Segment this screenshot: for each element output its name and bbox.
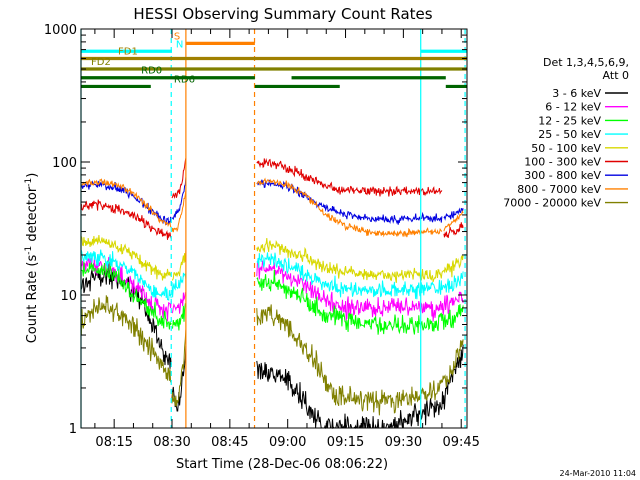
series-8-segment-3 — [256, 177, 443, 238]
y-tick-label-2: 10 — [60, 289, 77, 304]
legend-header-2: Att 0 — [603, 69, 629, 82]
flag-label-rd6: RD6 — [174, 74, 195, 85]
series-4-segment-3 — [256, 252, 464, 300]
legend-label-9: 7000 - 20000 keV — [503, 197, 601, 210]
plot-frame — [80, 28, 468, 429]
series-group — [80, 157, 464, 430]
series-5-segment-3 — [256, 238, 464, 283]
series-2-segment-3 — [256, 259, 464, 322]
series-9-segment-2 — [171, 329, 187, 407]
legend-label-6: 100 - 300 keV — [524, 156, 601, 169]
series-6-segment-3 — [256, 157, 443, 197]
y-tick-label-1: 1 — [69, 422, 77, 437]
x-tick-label-3: 08:45 — [211, 435, 248, 450]
x-tick-label-5: 09:15 — [327, 435, 364, 450]
time-markers — [80, 29, 466, 428]
series-1-segment-3 — [256, 344, 464, 430]
legend-header-1: Det 1,3,4,5,6,9, — [543, 56, 629, 69]
flag-label-s: S — [174, 31, 180, 42]
series-4-segment-1 — [80, 249, 172, 301]
legend-label-1: 3 - 6 keV — [552, 87, 601, 100]
flag-label-rd0: RD0 — [141, 66, 162, 77]
legend-label-8: 800 - 7000 keV — [517, 183, 601, 196]
timestamp: 24-Mar-2010 11:04 — [560, 469, 637, 478]
x-axis-label: Start Time (28-Dec-06 08:06:22) — [176, 457, 388, 472]
x-tick-label-4: 09:00 — [269, 435, 306, 450]
chart-title: HESSI Observing Summary Count Rates — [133, 5, 432, 23]
legend-label-2: 6 - 12 keV — [545, 101, 601, 114]
series-9-segment-3 — [256, 304, 464, 416]
y-tick-label-3: 100 — [52, 156, 77, 171]
series-2-segment-2 — [171, 291, 187, 314]
series-8-segment-1 — [81, 178, 172, 228]
series-6-segment-2 — [171, 157, 187, 199]
axes: 1 10 100 1000 08:15 08:30 08:45 09:00 09:15 09:30… — [44, 23, 480, 450]
series-8-segment-2 — [171, 190, 187, 233]
series-9-segment-1 — [80, 295, 172, 383]
legend-label-4: 25 - 50 keV — [538, 128, 601, 141]
series-5-segment-1 — [80, 235, 172, 281]
series-7-segment-4 — [443, 207, 464, 221]
series-8-segment-4 — [443, 210, 464, 232]
x-tick-label-7: 09:45 — [442, 435, 479, 450]
series-1-segment-1 — [80, 259, 172, 369]
series-7-segment-2 — [171, 177, 187, 220]
series-3-segment-1 — [81, 260, 172, 330]
x-tick-label-6: 09:30 — [385, 435, 422, 450]
x-tick-label-1: 08:15 — [95, 435, 132, 450]
series-6-segment-1 — [80, 199, 172, 240]
flag-label-n: N — [176, 39, 183, 50]
flag-label-fd2: FD2 — [91, 57, 111, 68]
flag-label-fd1: FD1 — [118, 47, 138, 58]
series-3-segment-2 — [172, 303, 187, 331]
y-axis-label: Count Rate (s-1 detector-1) — [24, 173, 40, 344]
legend-label-5: 50 - 100 keV — [531, 142, 601, 155]
y-tick-label-4: 1000 — [44, 23, 77, 38]
series-5-segment-2 — [171, 250, 187, 281]
series-6-segment-4 — [443, 222, 464, 238]
x-tick-label-2: 08:30 — [153, 435, 190, 450]
series-3-segment-3 — [256, 269, 464, 335]
flag-bars: NS FD1 FD2 RD0 RD6 — [81, 31, 467, 89]
series-4-segment-2 — [171, 272, 187, 298]
legend-label-7: 300 - 800 keV — [524, 169, 601, 182]
legend-label-3: 12 - 25 keV — [538, 114, 601, 127]
